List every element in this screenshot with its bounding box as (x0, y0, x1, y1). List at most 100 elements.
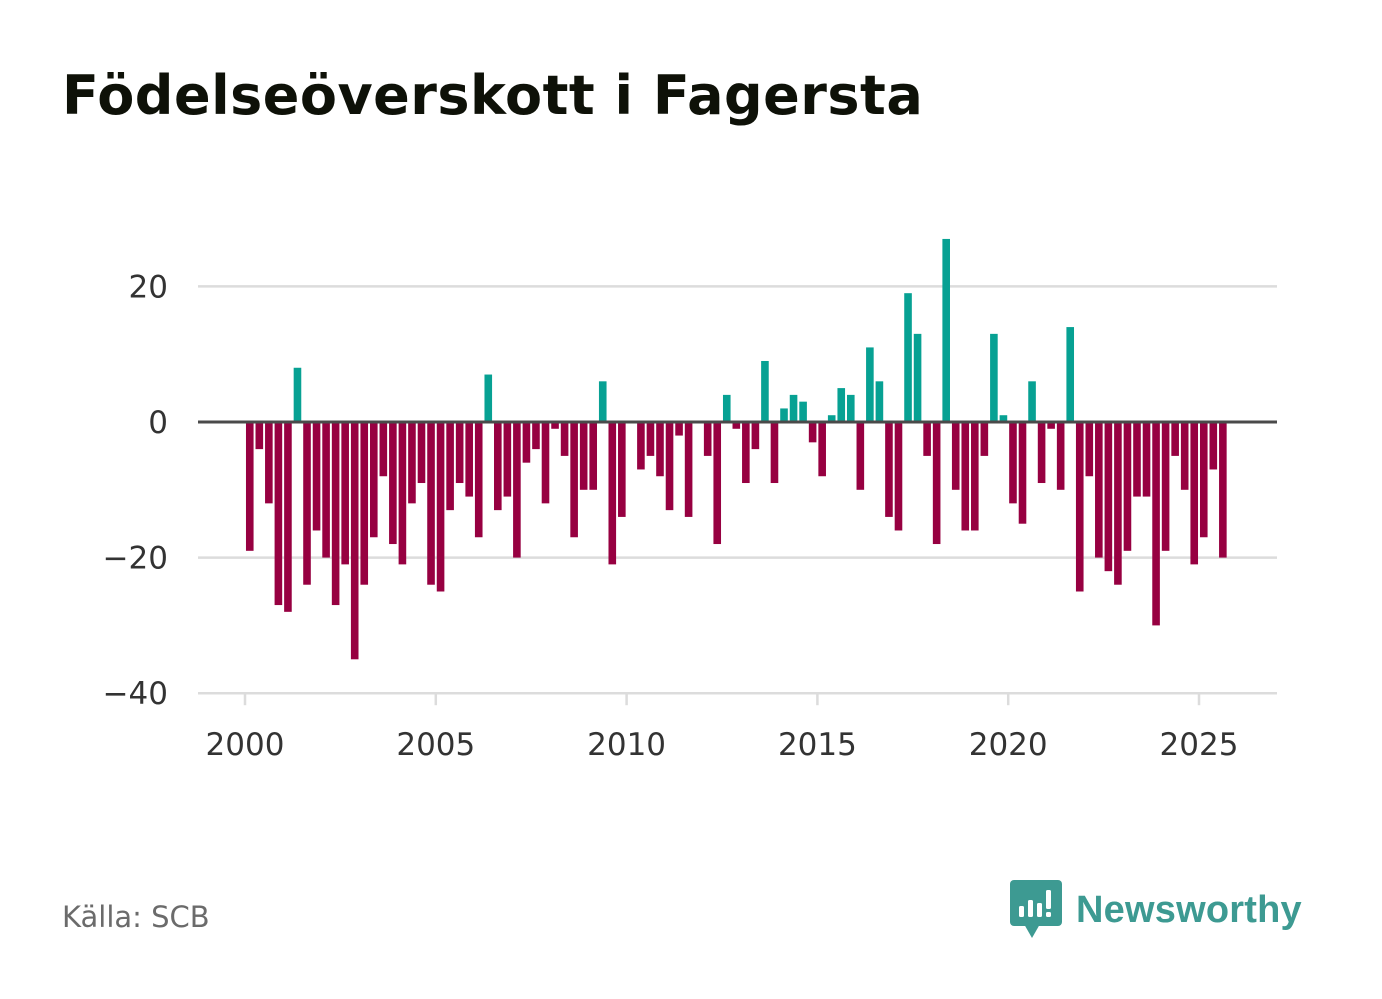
bar (589, 422, 598, 490)
bar (1180, 422, 1189, 490)
bar (303, 422, 311, 585)
bar (1056, 422, 1065, 490)
bar (789, 394, 798, 422)
bar (675, 422, 683, 436)
bar (255, 422, 264, 450)
bar (1037, 422, 1046, 484)
bar (904, 293, 912, 422)
bar (665, 422, 674, 511)
bar (474, 422, 483, 538)
bar (646, 422, 655, 456)
bar (1047, 422, 1055, 429)
bar (1190, 422, 1199, 565)
bar (331, 422, 340, 606)
bar (1114, 422, 1122, 585)
bar (350, 422, 359, 660)
bar (961, 422, 970, 531)
bar (923, 422, 931, 456)
y-tick-label: 20 (129, 269, 168, 305)
bar (1075, 422, 1084, 592)
bar (598, 381, 607, 422)
bar (808, 422, 817, 443)
bar (980, 422, 989, 456)
bar (579, 422, 588, 490)
bar (1095, 422, 1103, 558)
bar (837, 388, 846, 422)
y-tick-label: −40 (103, 676, 168, 712)
x-tick-label: 2010 (587, 727, 666, 763)
bar (455, 422, 464, 484)
bar (770, 422, 779, 484)
bar (1219, 422, 1227, 558)
bar (703, 422, 712, 456)
bar (494, 422, 502, 511)
bar (417, 422, 426, 484)
bar (541, 422, 550, 504)
bar (551, 422, 559, 429)
bar (885, 422, 893, 517)
bar (846, 394, 855, 422)
bar (427, 422, 435, 585)
bar (656, 422, 664, 477)
y-tick-label: −20 (103, 541, 168, 577)
x-tick-label: 2020 (969, 727, 1048, 763)
x-tick-label: 2015 (778, 727, 857, 763)
bar (436, 422, 445, 592)
y-axis-ticks: 20 0 −20 −40 (103, 269, 168, 712)
bar (732, 422, 741, 429)
x-tick-label: 2005 (396, 727, 475, 763)
bar (1209, 422, 1218, 470)
bar (875, 381, 884, 422)
bar (999, 415, 1008, 422)
bar (1066, 327, 1075, 422)
bar (369, 422, 378, 538)
y-tick-label: 0 (148, 405, 168, 441)
bar (284, 422, 292, 612)
newsworthy-logo-icon (1010, 880, 1062, 938)
bar (484, 374, 493, 422)
bar (522, 422, 531, 463)
bar (245, 422, 254, 551)
bar (932, 422, 941, 545)
bar (684, 422, 693, 517)
bar (942, 238, 950, 422)
bar (274, 422, 283, 606)
chart-title: Födelseöverskott i Fagersta (62, 64, 924, 127)
bar (799, 401, 807, 422)
x-tick-label: 2000 (206, 727, 285, 763)
brand-logo[interactable]: Newsworthy (1010, 880, 1302, 940)
bar (265, 422, 273, 504)
bar (465, 422, 473, 497)
bar (398, 422, 407, 565)
source-note: Källa: SCB (62, 900, 210, 934)
bar (713, 422, 722, 545)
bar (894, 422, 903, 531)
bar (360, 422, 369, 585)
bar (560, 422, 569, 456)
bar (1009, 422, 1017, 504)
bar (389, 422, 397, 545)
bar (570, 422, 578, 538)
brand-name: Newsworthy (1076, 888, 1302, 931)
bar (761, 360, 769, 422)
bar (1142, 422, 1151, 497)
bar (990, 333, 998, 422)
bar (1123, 422, 1132, 551)
x-tick-label: 2025 (1160, 727, 1239, 763)
bar (312, 422, 321, 531)
bar (379, 422, 388, 477)
bar (1152, 422, 1160, 626)
bar (503, 422, 512, 497)
bar (913, 333, 922, 422)
x-axis-ticks: 2000 2005 2010 2015 2020 2025 (206, 693, 1239, 763)
bar (951, 422, 960, 490)
bar (532, 422, 540, 450)
bar (446, 422, 454, 511)
bar (742, 422, 750, 484)
bar (1104, 422, 1113, 572)
bar (341, 422, 349, 565)
bar (751, 422, 760, 450)
bar (1028, 381, 1036, 422)
bar (1171, 422, 1179, 456)
bar (513, 422, 521, 558)
